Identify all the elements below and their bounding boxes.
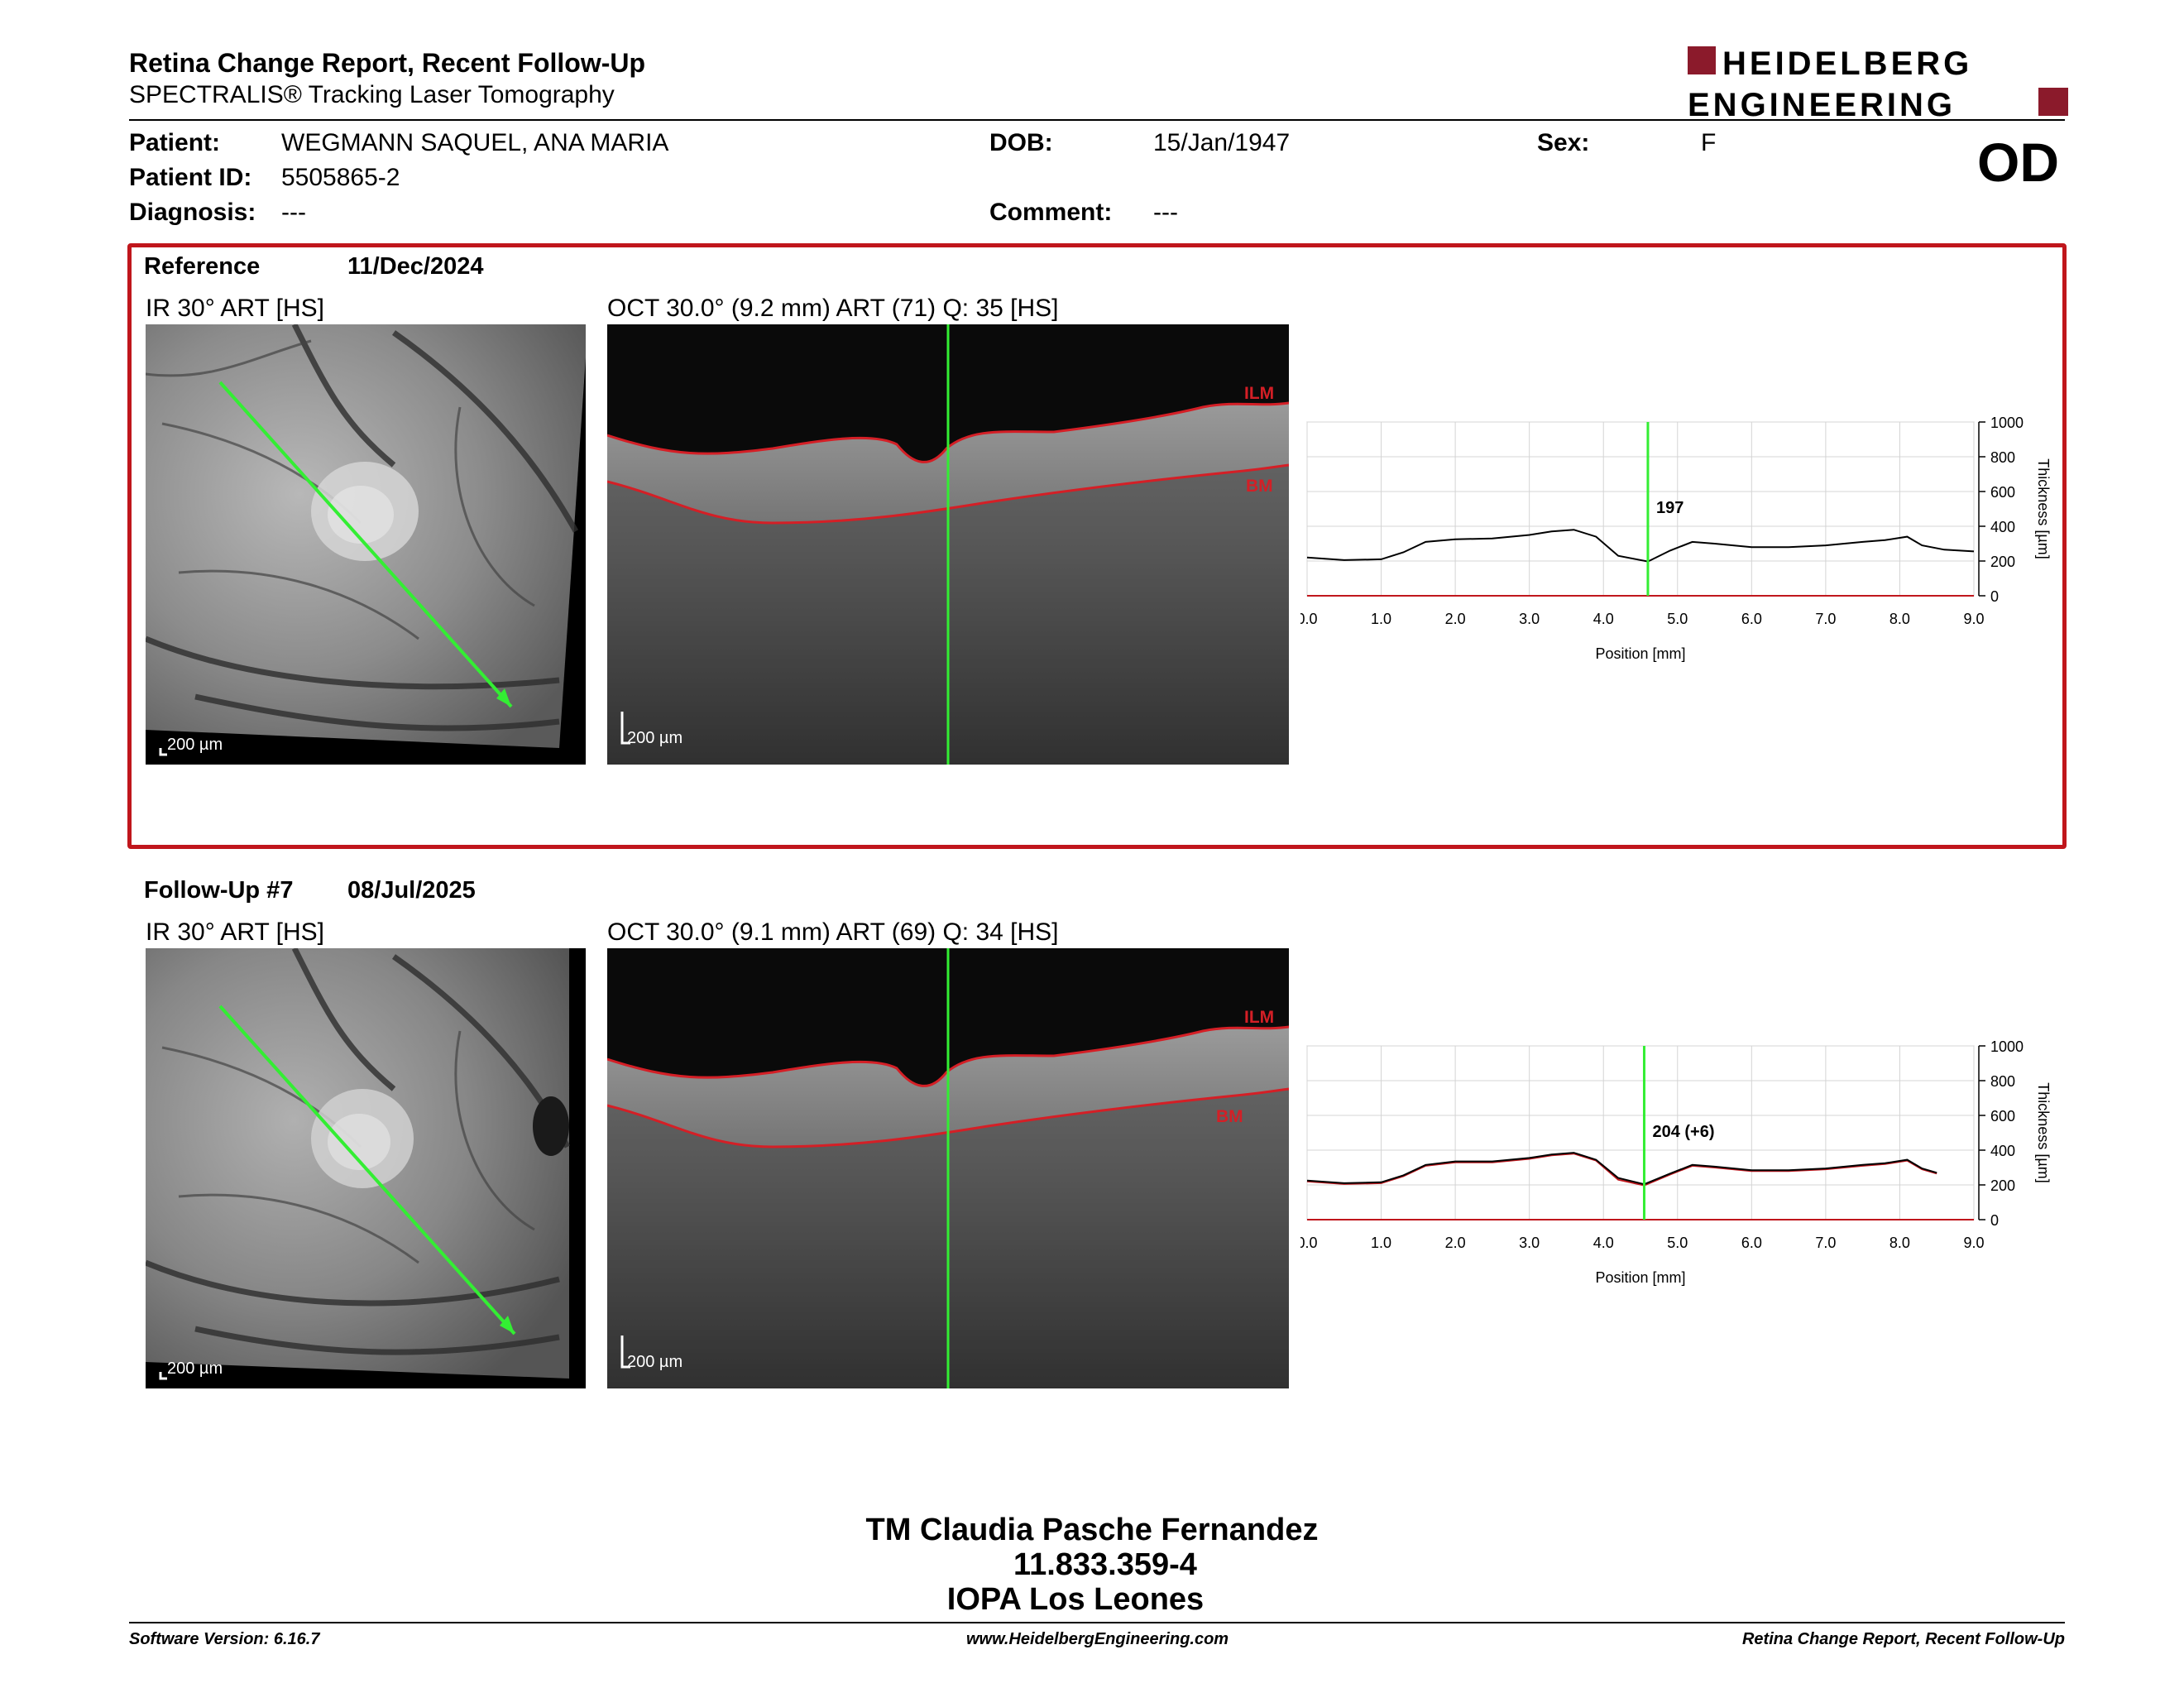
- y-tick-label: 1000: [1990, 415, 2024, 431]
- y-tick-label: 0: [1990, 1212, 1999, 1229]
- followup-oct-image: ILM BM 200 µm: [606, 948, 1290, 1388]
- x-axis-label: Position [mm]: [1595, 1269, 1685, 1286]
- x-tick-label: 1.0: [1371, 1235, 1391, 1251]
- dob-label: DOB:: [989, 129, 1053, 156]
- patient-label: Patient:: [129, 129, 221, 156]
- y-tick-label: 600: [1990, 484, 2015, 501]
- sex-label: Sex:: [1537, 129, 1590, 156]
- patient-name: WEGMANN SAQUEL, ANA MARIA: [281, 129, 669, 156]
- software-version: Software Version: 6.16.7: [129, 1630, 320, 1648]
- chart-plot-area: [1306, 1045, 1975, 1220]
- x-tick-label: 7.0: [1815, 611, 1836, 627]
- reference-oct-scale: 200 µm: [627, 729, 682, 747]
- y-tick-label: 800: [1990, 1073, 2015, 1090]
- reference-thickness-chart: 0 200 400 600 800 1000 Thickness [µm] 0.0 1.0 2.0…: [1300, 415, 2052, 662]
- y-tick-label: 400: [1990, 1143, 2015, 1159]
- followup-ir-scale: 200 µm: [167, 1360, 223, 1378]
- followup-label: Follow-Up #7: [144, 877, 294, 904]
- x-tick-label: 2.0: [1445, 1235, 1466, 1251]
- x-tick-label: 2.0: [1445, 611, 1466, 627]
- reference-oct-image: ILM BM 200 µm: [606, 324, 1290, 765]
- x-tick-label: 5.0: [1667, 1235, 1688, 1251]
- followup-thickness-chart: 0 200 400 600 800 1000 Thickness [µm] 0.0 1.0 2.0…: [1300, 1038, 2052, 1286]
- followup-ir-image: 200 µm: [144, 947, 586, 1388]
- report-title: Retina Change Report, Recent Follow-Up: [129, 48, 646, 78]
- comment-value: ---: [1153, 199, 1178, 226]
- series-line-2: [1306, 1152, 1937, 1186]
- followup-ir-title: IR 30° ART [HS]: [146, 918, 324, 946]
- eye-indicator: OD: [1977, 132, 2059, 193]
- x-tick-label: 9.0: [1963, 611, 1984, 627]
- y-tick-label: 1000: [1990, 1038, 2024, 1055]
- y-tick-label: 200: [1990, 554, 2015, 570]
- website-link[interactable]: www.HeidelbergEngineering.com: [966, 1630, 1229, 1648]
- x-tick-label: 6.0: [1741, 611, 1762, 627]
- y-axis-label: Thickness [µm]: [2035, 458, 2052, 559]
- reference-oct-title: OCT 30.0° (9.2 mm) ART (71) Q: 35 [HS]: [607, 295, 1059, 322]
- dob-value: 15/Jan/1947: [1153, 129, 1291, 156]
- reference-ilm-label: ILM: [1244, 384, 1274, 403]
- reference-label: Reference: [144, 253, 261, 280]
- footer-clinic: IOPA Los Leones: [946, 1582, 1205, 1617]
- y-tick-label: 0: [1990, 588, 1999, 605]
- x-tick-label: 0.0: [1300, 611, 1318, 627]
- followup-date: 08/Jul/2025: [347, 877, 476, 904]
- x-tick-label: 5.0: [1667, 611, 1688, 627]
- followup-bm-label: BM: [1216, 1107, 1243, 1126]
- reference-date: 11/Dec/2024: [347, 253, 484, 280]
- chart-plot-area: [1306, 421, 1975, 597]
- report-subtitle: SPECTRALIS® Tracking Laser Tomography: [129, 81, 615, 108]
- y-tick-label: 800: [1990, 449, 2015, 466]
- footer-report-name: Retina Change Report, Recent Follow-Up: [1741, 1630, 2065, 1648]
- x-tick-label: 7.0: [1815, 1235, 1836, 1251]
- x-axis-label: Position [mm]: [1595, 645, 1685, 662]
- followup-cursor-value: 204 (+6): [1652, 1123, 1714, 1141]
- x-tick-label: 3.0: [1519, 1235, 1540, 1251]
- diagnosis-label: Diagnosis:: [129, 199, 256, 226]
- x-tick-label: 6.0: [1741, 1235, 1762, 1251]
- reference-frame: [127, 243, 2067, 849]
- x-tick-label: 9.0: [1963, 1235, 1984, 1251]
- x-tick-label: 8.0: [1889, 1235, 1910, 1251]
- reference-cursor-value: 197: [1656, 499, 1684, 517]
- x-tick-label: 8.0: [1889, 611, 1910, 627]
- heidelberg-logo: HEIDELBERG ENGINEERING: [1688, 43, 2068, 123]
- header-rule: [129, 119, 2065, 121]
- reference-ir-title: IR 30° ART [HS]: [146, 295, 324, 322]
- reference-bm-label: BM: [1246, 477, 1273, 496]
- footer-rule: [129, 1622, 2065, 1623]
- sex-value: F: [1701, 129, 1717, 156]
- reference-ir-scale: 200 µm: [167, 736, 223, 754]
- comment-label: Comment:: [989, 199, 1113, 226]
- patient-id: 5505865-2: [281, 164, 400, 191]
- y-axis-label: Thickness [µm]: [2035, 1082, 2052, 1182]
- patient-id-label: Patient ID:: [129, 164, 252, 191]
- diagnosis-value: ---: [281, 199, 306, 226]
- reference-ir-image: 200 µm: [144, 323, 586, 765]
- x-tick-label: 3.0: [1519, 611, 1540, 627]
- followup-oct-title: OCT 30.0° (9.1 mm) ART (69) Q: 34 [HS]: [607, 918, 1059, 946]
- y-tick-label: 400: [1990, 519, 2015, 535]
- y-tick-label: 600: [1990, 1108, 2015, 1125]
- logo-line1: HEIDELBERG: [1722, 46, 1972, 82]
- followup-ilm-label: ILM: [1244, 1008, 1274, 1027]
- x-tick-label: 4.0: [1593, 611, 1614, 627]
- x-tick-label: 4.0: [1593, 1235, 1614, 1251]
- footer-id: 11.833.359-4: [1013, 1547, 1197, 1582]
- x-tick-label: 1.0: [1371, 611, 1391, 627]
- footer-name: TM Claudia Pasche Fernandez: [865, 1513, 1319, 1547]
- y-tick-label: 200: [1990, 1177, 2015, 1194]
- logo-line2: ENGINEERING: [1688, 87, 1956, 122]
- x-tick-label: 0.0: [1300, 1235, 1318, 1251]
- followup-oct-scale: 200 µm: [627, 1353, 682, 1371]
